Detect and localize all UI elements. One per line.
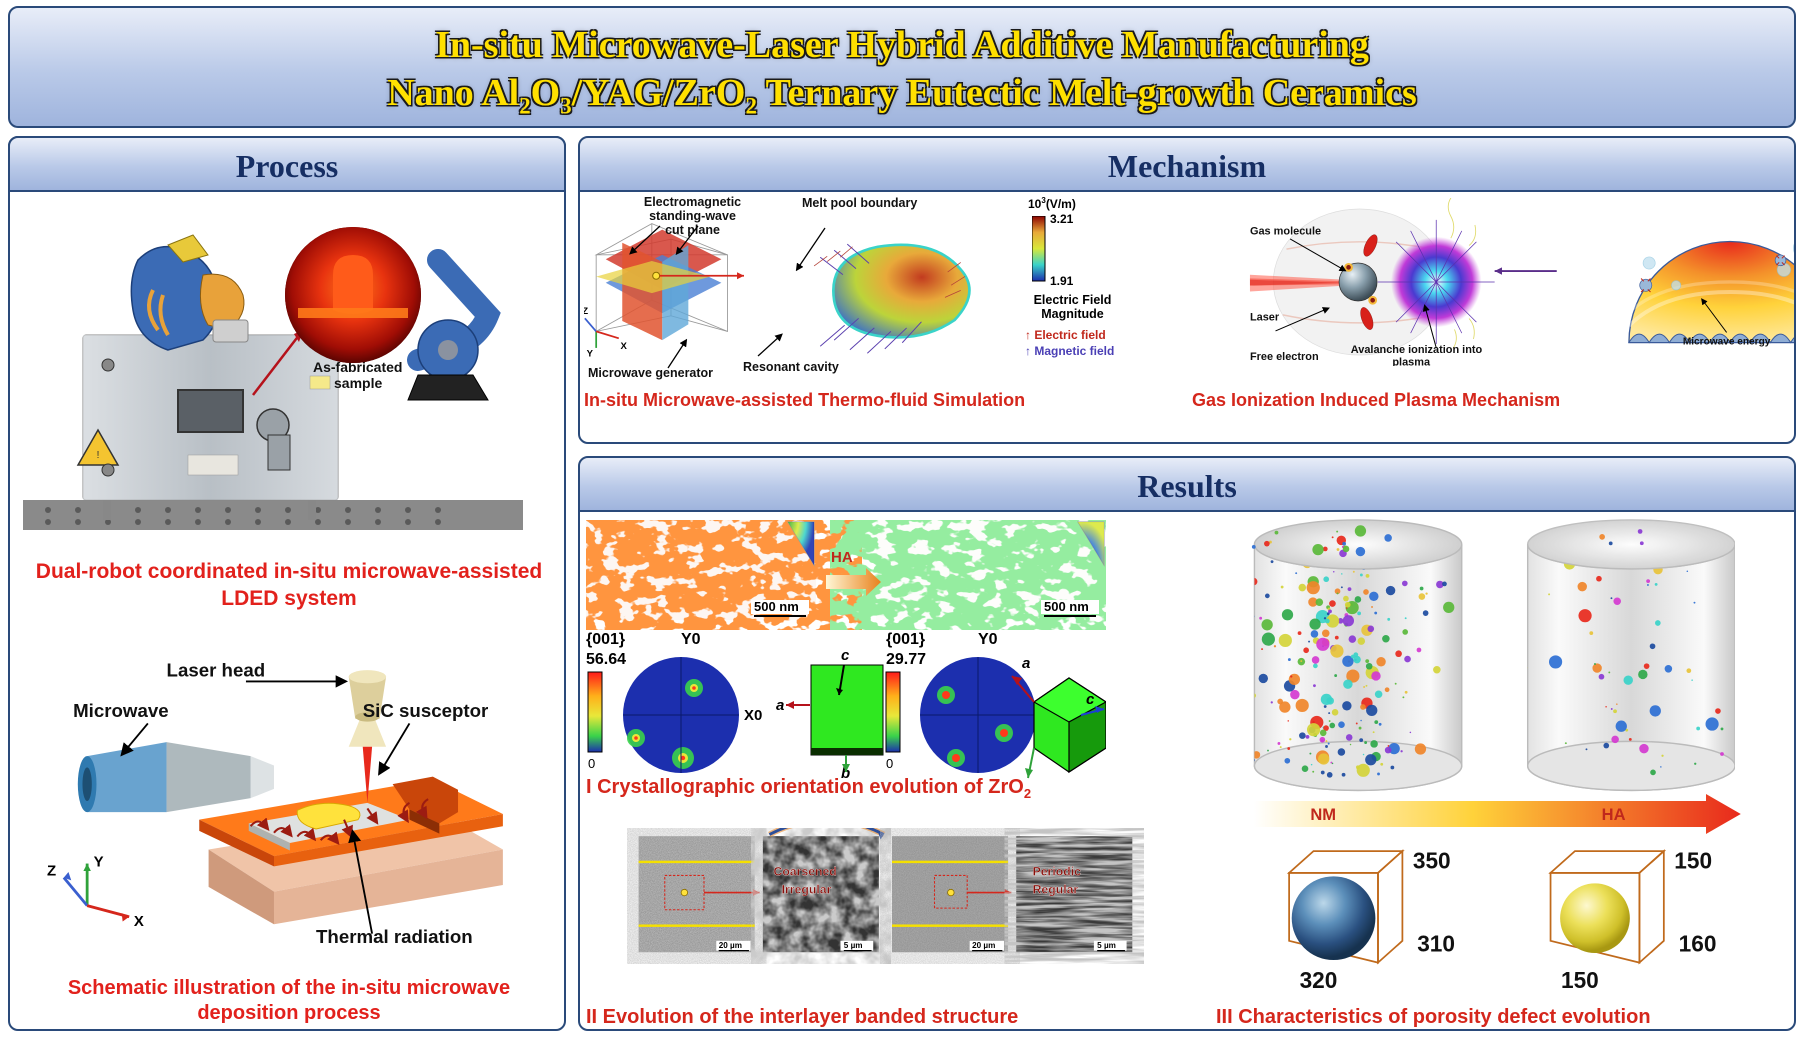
svg-text:c: c bbox=[1086, 691, 1095, 708]
svg-text:Irregular: Irregular bbox=[782, 882, 832, 896]
svg-text:Y: Y bbox=[587, 349, 594, 360]
svg-text:5 µm: 5 µm bbox=[844, 941, 863, 950]
svg-text:Laser head: Laser head bbox=[167, 660, 266, 681]
svg-text:Free electron: Free electron bbox=[1250, 351, 1319, 363]
svg-text:a: a bbox=[1022, 655, 1030, 672]
svg-text:29.77: 29.77 bbox=[886, 651, 926, 668]
svg-text:20 µm: 20 µm bbox=[719, 941, 742, 950]
svg-text:320: 320 bbox=[1300, 967, 1338, 993]
svg-text:5 µm: 5 µm bbox=[1097, 941, 1116, 950]
svg-text:SiC susceptor: SiC susceptor bbox=[363, 700, 489, 721]
svg-text:56.64: 56.64 bbox=[586, 651, 626, 668]
svg-text:a: a bbox=[776, 697, 784, 714]
svg-text:plasma: plasma bbox=[1392, 356, 1431, 366]
svg-text:X0: X0 bbox=[744, 707, 762, 724]
svg-text:150: 150 bbox=[1561, 967, 1599, 993]
svg-text:0: 0 bbox=[886, 756, 893, 771]
svg-text:Microwave: Microwave bbox=[73, 700, 168, 721]
svg-text:Laser: Laser bbox=[1250, 312, 1280, 324]
svg-text:HA: HA bbox=[1602, 805, 1626, 824]
svg-text:0: 0 bbox=[588, 756, 595, 771]
svg-text:{001}: {001} bbox=[886, 631, 925, 648]
svg-text:HA: HA bbox=[831, 549, 853, 566]
svg-text:Z: Z bbox=[47, 863, 56, 880]
svg-text:Y0: Y0 bbox=[978, 631, 998, 648]
svg-text:160: 160 bbox=[1679, 930, 1717, 956]
svg-text:Z: Z bbox=[584, 306, 588, 317]
svg-text:c: c bbox=[841, 647, 850, 664]
svg-text:350: 350 bbox=[1413, 848, 1451, 874]
svg-text:Coarsened: Coarsened bbox=[773, 864, 836, 878]
svg-text:Avalanche ionization into: Avalanche ionization into bbox=[1351, 344, 1483, 356]
svg-text:Thermal radiation: Thermal radiation bbox=[316, 926, 473, 947]
svg-text:sample: sample bbox=[334, 375, 382, 391]
svg-text:{001}: {001} bbox=[586, 631, 625, 648]
svg-text:500 nm: 500 nm bbox=[1044, 599, 1089, 614]
svg-text:500 nm: 500 nm bbox=[754, 599, 799, 614]
svg-text:HA: HA bbox=[812, 828, 832, 829]
svg-text:310: 310 bbox=[1417, 930, 1455, 956]
svg-text:Gas molecule: Gas molecule bbox=[1250, 226, 1321, 238]
svg-text:X: X bbox=[134, 913, 144, 930]
svg-text:!: ! bbox=[97, 450, 100, 461]
svg-text:20 µm: 20 µm bbox=[972, 941, 995, 950]
svg-text:Microwave energy: Microwave energy bbox=[1683, 337, 1771, 348]
svg-text:Periodic: Periodic bbox=[1033, 864, 1082, 878]
svg-text:Regular: Regular bbox=[1033, 882, 1079, 896]
svg-text:Y0: Y0 bbox=[681, 631, 701, 648]
svg-text:NM: NM bbox=[1310, 805, 1336, 824]
svg-text:X: X bbox=[621, 341, 628, 352]
svg-text:150: 150 bbox=[1674, 848, 1712, 874]
svg-text:Y: Y bbox=[94, 853, 104, 870]
